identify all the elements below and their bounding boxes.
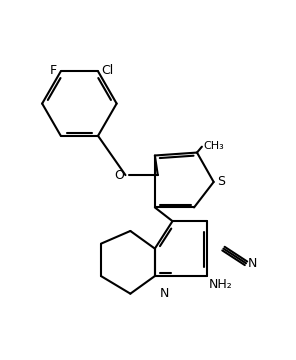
Text: F: F bbox=[50, 64, 57, 77]
Text: CH₃: CH₃ bbox=[204, 141, 225, 151]
Text: O: O bbox=[115, 168, 125, 181]
Text: N: N bbox=[160, 287, 169, 300]
Text: Cl: Cl bbox=[101, 64, 113, 77]
Text: N: N bbox=[248, 257, 257, 270]
Text: S: S bbox=[218, 175, 226, 189]
Text: NH₂: NH₂ bbox=[209, 278, 233, 291]
